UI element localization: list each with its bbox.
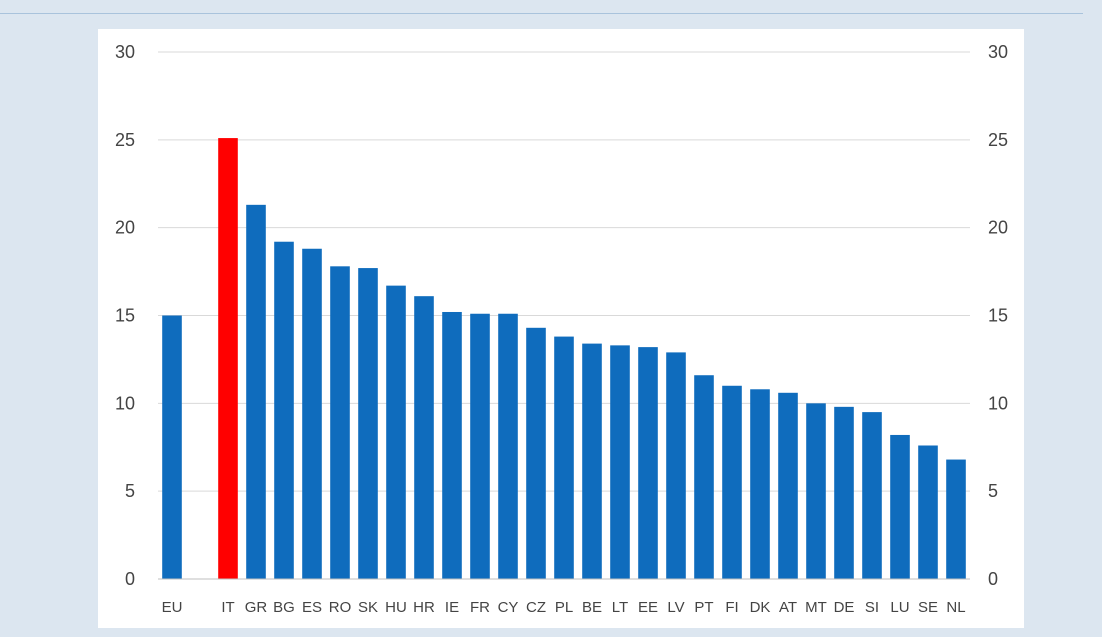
y-tick-label-left: 0	[125, 569, 135, 589]
bar-nl	[946, 459, 966, 579]
y-axis-left: 0 5 10 15 20 25 30	[115, 42, 135, 589]
x-tick-label: FI	[725, 599, 738, 616]
bar-dk	[750, 389, 770, 579]
x-tick-label: IE	[445, 599, 459, 616]
x-tick-label: RO	[329, 599, 352, 616]
x-tick-label: DE	[834, 599, 855, 616]
x-tick-label: PL	[555, 599, 573, 616]
bar-cz	[526, 327, 546, 579]
bar-de	[834, 406, 854, 579]
bar-se	[918, 445, 938, 579]
bar-lv	[666, 352, 686, 579]
bar-hu	[386, 285, 406, 579]
y-tick-label-right: 0	[988, 569, 998, 589]
bar-gr	[246, 204, 266, 579]
bar-at	[778, 392, 798, 579]
x-tick-label: SE	[918, 599, 938, 616]
y-tick-label-left: 20	[115, 218, 135, 238]
x-tick-label: LU	[890, 599, 909, 616]
x-tick-label: SK	[358, 599, 378, 616]
bar-ee	[638, 347, 658, 579]
x-tick-label: NL	[946, 599, 965, 616]
x-axis-labels: EU IT GR BG ES RO SK HU HR IE FR CY CZ PL BE LT EE LV PT FI…	[162, 599, 966, 616]
bar-it	[218, 138, 238, 579]
bar-fr	[470, 313, 490, 579]
y-tick-label-left: 30	[115, 42, 135, 62]
x-tick-label: DK	[750, 599, 771, 616]
bar-mt	[806, 403, 826, 579]
x-tick-label: GR	[245, 599, 268, 616]
bar-eu	[162, 315, 182, 579]
x-tick-label: MT	[805, 599, 827, 616]
x-tick-label: CZ	[526, 599, 546, 616]
x-tick-label: EE	[638, 599, 658, 616]
x-tick-label: BG	[273, 599, 295, 616]
bar-ro	[330, 266, 350, 579]
bar-cy	[498, 313, 518, 579]
x-tick-label: EU	[162, 599, 183, 616]
x-tick-label: IT	[221, 599, 234, 616]
bar-hr	[414, 296, 434, 579]
bars	[162, 138, 966, 579]
bar-sk	[358, 268, 378, 579]
y-tick-label-left: 25	[115, 130, 135, 150]
bar-pt	[694, 375, 714, 579]
x-tick-label: FR	[470, 599, 490, 616]
x-tick-label: LV	[667, 599, 684, 616]
top-divider	[0, 13, 1083, 14]
x-tick-label: AT	[779, 599, 797, 616]
bar-ie	[442, 311, 462, 579]
x-tick-label: LT	[612, 599, 628, 616]
bar-fi	[722, 385, 742, 579]
bar-si	[862, 412, 882, 579]
x-tick-label: CY	[498, 599, 519, 616]
x-tick-label: BE	[582, 599, 602, 616]
bar-pl	[554, 336, 574, 579]
bar-bg	[274, 241, 294, 579]
x-tick-label: SI	[865, 599, 879, 616]
bar-lu	[890, 434, 910, 579]
y-tick-label-right: 10	[988, 393, 1008, 413]
y-tick-label-left: 15	[115, 306, 135, 326]
x-tick-label: HU	[385, 599, 407, 616]
bar-be	[582, 343, 602, 579]
bar-lt	[610, 345, 630, 579]
x-tick-label: HR	[413, 599, 435, 616]
x-tick-label: ES	[302, 599, 322, 616]
y-axis-right: 0 5 10 15 20 25 30	[988, 42, 1008, 589]
y-tick-label-right: 5	[988, 481, 998, 501]
x-tick-label: PT	[694, 599, 713, 616]
y-tick-label-right: 30	[988, 42, 1008, 62]
bar-es	[302, 248, 322, 579]
y-tick-label-right: 20	[988, 218, 1008, 238]
y-tick-label-right: 15	[988, 306, 1008, 326]
y-tick-label-left: 5	[125, 481, 135, 501]
y-tick-label-left: 10	[115, 393, 135, 413]
y-tick-label-right: 25	[988, 130, 1008, 150]
